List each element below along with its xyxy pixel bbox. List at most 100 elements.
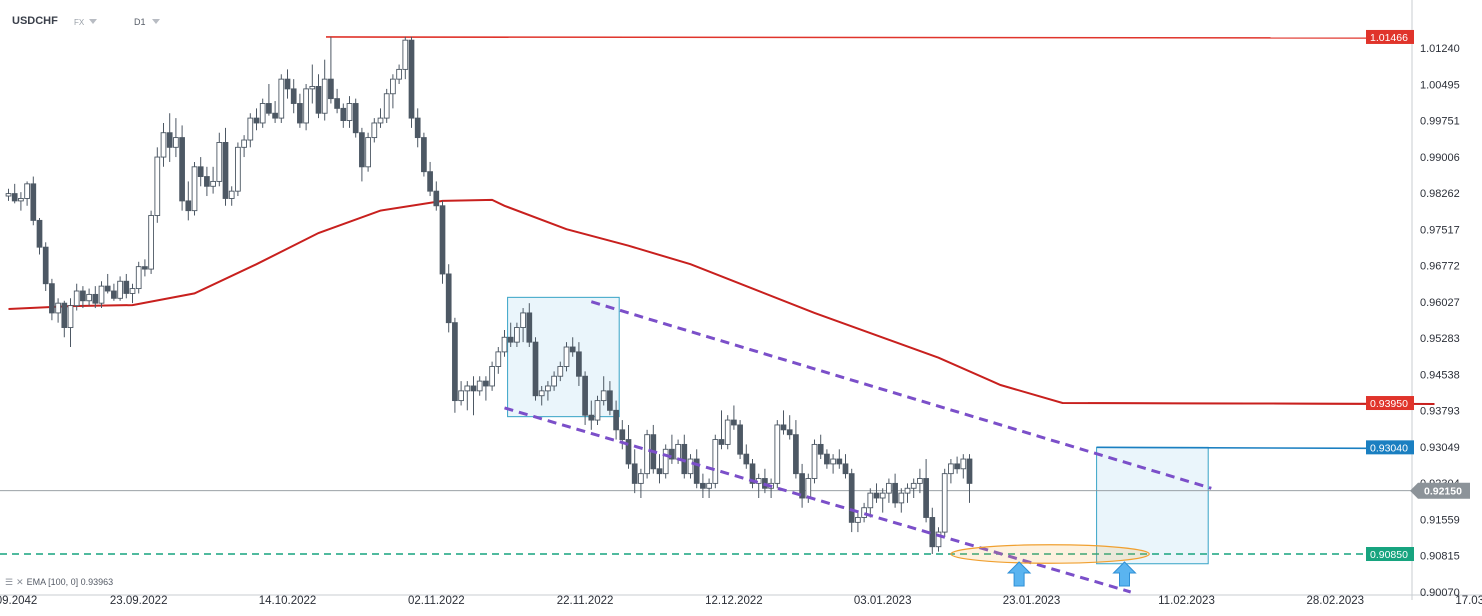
x-tick-label: 14.10.2022 — [259, 595, 317, 607]
candle — [867, 488, 874, 518]
candle-body-down — [848, 473, 855, 523]
candle — [755, 473, 762, 498]
indicator-settings-icon[interactable]: ☰ — [5, 577, 14, 587]
candle — [619, 420, 626, 450]
candle — [390, 74, 396, 109]
candle — [228, 186, 235, 206]
candle — [551, 371, 557, 391]
candle — [173, 118, 179, 158]
candle-body-down — [607, 390, 613, 411]
candle-body-up — [948, 463, 954, 475]
candle — [104, 273, 111, 294]
candle-body-up — [247, 117, 254, 141]
candle-body-down — [439, 205, 446, 275]
candle — [142, 259, 148, 277]
candle-body-up — [129, 288, 136, 294]
candle — [365, 132, 371, 172]
candle-body-up — [960, 458, 967, 470]
y-tick-label: 0.97517 — [1420, 224, 1460, 236]
candle — [904, 483, 911, 503]
timeframe-dropdown-icon[interactable] — [152, 19, 160, 24]
x-tick-label: 02.11.2022 — [408, 595, 465, 607]
candle — [67, 298, 74, 348]
candle-body-down — [253, 117, 260, 124]
price-tag-text: 0.90850 — [1370, 549, 1408, 561]
y-tick-label: 0.93793 — [1420, 406, 1460, 418]
candle — [284, 69, 291, 99]
candle — [743, 444, 750, 469]
symbol-label[interactable]: USDCHF — [12, 15, 58, 27]
candle — [464, 381, 471, 411]
indicator-legend[interactable]: ☰ ✕ EMA [100, 0] 0.93963 — [5, 577, 113, 588]
candle — [501, 329, 508, 357]
channel-upper-line — [590, 300, 1212, 490]
candle-body-up — [377, 117, 384, 124]
candle-body-up — [191, 166, 198, 212]
candle — [160, 122, 167, 167]
candle — [489, 361, 495, 391]
candle-body-up — [724, 419, 731, 445]
candle — [786, 415, 793, 440]
candle — [197, 157, 204, 187]
candle-body-up — [210, 180, 216, 187]
candle — [359, 127, 365, 182]
candle-body-up — [303, 88, 309, 124]
candle — [148, 210, 154, 274]
y-tick-label: 0.96772 — [1420, 261, 1460, 273]
y-tick-label: 0.99006 — [1420, 152, 1460, 164]
candle-body-up — [935, 531, 942, 548]
candle — [600, 376, 607, 406]
candle-body-down — [266, 103, 272, 114]
candle — [830, 454, 836, 474]
candle — [526, 303, 533, 348]
candle-body-down — [297, 103, 303, 124]
indicator-remove-icon[interactable]: ✕ — [16, 577, 24, 587]
candle-body-up — [278, 78, 285, 119]
candle-body-up — [371, 122, 378, 139]
market-dropdown-icon[interactable] — [89, 19, 97, 24]
candle — [718, 410, 725, 450]
candle-body-up — [514, 327, 520, 343]
candle-body-up — [5, 193, 12, 197]
candle — [923, 459, 929, 523]
candle-body-down — [272, 112, 278, 119]
candle-body-down — [786, 429, 793, 436]
candle-body-down — [613, 409, 619, 431]
candle-body-up — [148, 215, 154, 270]
candle-body-up — [675, 443, 681, 460]
candle — [483, 376, 489, 401]
candle — [129, 283, 136, 304]
timeframe-selector[interactable]: D1 — [134, 17, 146, 27]
candle-body-down — [569, 346, 576, 353]
candle — [272, 101, 278, 123]
candle-body-down — [619, 429, 626, 441]
candle — [352, 98, 359, 138]
candle — [557, 361, 564, 382]
candle-body-down — [799, 473, 805, 499]
candle-body-up — [135, 266, 142, 290]
candle-body-down — [631, 463, 638, 484]
candle-body-up — [117, 280, 123, 299]
candle — [421, 132, 427, 177]
candle-body-down — [328, 78, 334, 100]
candle — [811, 439, 818, 484]
y-tick-label: 0.94538 — [1420, 369, 1460, 381]
x-tick-label: 22.11.2022 — [557, 595, 614, 607]
candle — [396, 64, 402, 85]
x-tick-label: 17.03.2023 — [1455, 595, 1482, 607]
candle — [408, 36, 415, 128]
price-label: 0.92150 — [1410, 482, 1470, 499]
candle-body-up — [594, 400, 601, 421]
candle — [768, 478, 774, 498]
candle — [377, 108, 384, 128]
candle-body-up — [55, 302, 61, 314]
candle — [303, 84, 309, 131]
candle-body-up — [638, 473, 644, 484]
candle — [458, 381, 464, 406]
candle — [439, 200, 446, 284]
candle-body-down — [30, 183, 37, 221]
y-tick-label: 0.93049 — [1420, 442, 1460, 454]
candle — [650, 424, 657, 474]
candle — [532, 337, 539, 401]
